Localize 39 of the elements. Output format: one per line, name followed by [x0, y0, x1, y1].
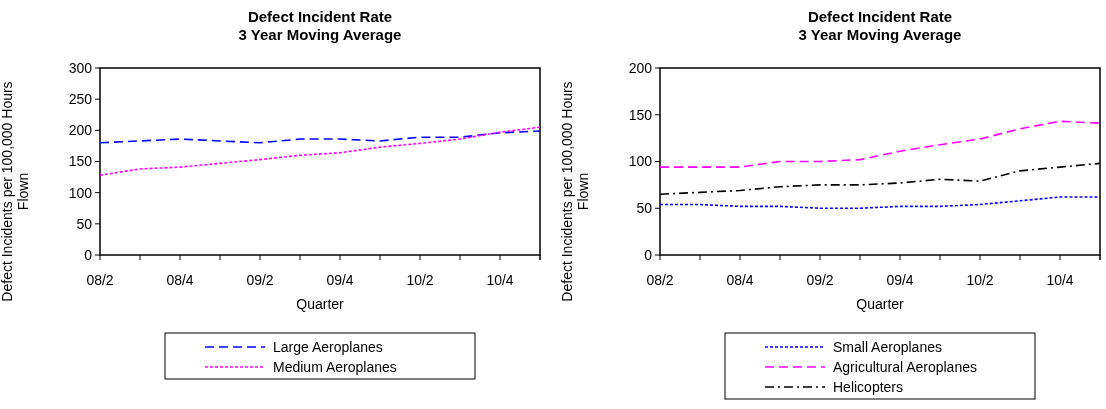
- x-axis-title: Quarter: [856, 296, 905, 312]
- x-tick-label: 08/2: [86, 272, 114, 288]
- y-tick-label: 200: [68, 122, 93, 139]
- x-tick-label: 09/2: [246, 272, 274, 288]
- y-tick-label: 200: [628, 59, 653, 76]
- y-tick-label: 50: [76, 215, 93, 232]
- y-tick-label: 150: [628, 106, 653, 123]
- legend-label: Small Aeroplanes: [833, 338, 942, 355]
- x-tick-label: 09/4: [886, 272, 914, 288]
- y-tick-label: 150: [68, 153, 93, 170]
- y-tick-label: 0: [644, 246, 653, 263]
- legend-label: Large Aeroplanes: [273, 338, 383, 355]
- x-tick-label: 08/4: [726, 272, 754, 288]
- y-tick-label: 100: [628, 153, 653, 170]
- line-series: [659, 120, 1101, 168]
- x-axis-title: Quarter: [296, 296, 345, 312]
- x-tick-label: 10/4: [486, 272, 514, 288]
- chart-title: Defect Incident Rate 3 Year Moving Average: [798, 8, 962, 43]
- x-tick-label: 10/4: [1046, 272, 1074, 288]
- y-tick-label: 50: [636, 200, 653, 217]
- legend-label: Medium Aeroplanes: [273, 358, 397, 375]
- y-tick-label: 100: [68, 184, 93, 201]
- line-series: [99, 126, 541, 177]
- line-series: [659, 196, 1101, 210]
- chart-title: Defect Incident Rate 3 Year Moving Average: [238, 8, 402, 43]
- x-tick-label: 08/2: [646, 272, 674, 288]
- y-axis-title: Defect Incidents per 100,000 Hours Flown: [559, 81, 591, 302]
- y-axis-title: Defect Incidents per 100,000 Hours Flown: [0, 81, 31, 302]
- x-tick-label: 08/4: [166, 272, 194, 288]
- x-tick-label: 10/2: [406, 272, 434, 288]
- y-tick-label: 300: [68, 59, 93, 76]
- y-tick-label: 250: [68, 91, 93, 108]
- legend-label: Agricultural Aeroplanes: [833, 358, 977, 375]
- legend-label: Helicopters: [833, 378, 904, 395]
- x-tick-label: 10/2: [966, 272, 994, 288]
- y-tick-label: 0: [84, 246, 93, 263]
- line-series: [99, 130, 541, 144]
- x-tick-label: 09/4: [326, 272, 354, 288]
- x-tick-label: 09/2: [806, 272, 834, 288]
